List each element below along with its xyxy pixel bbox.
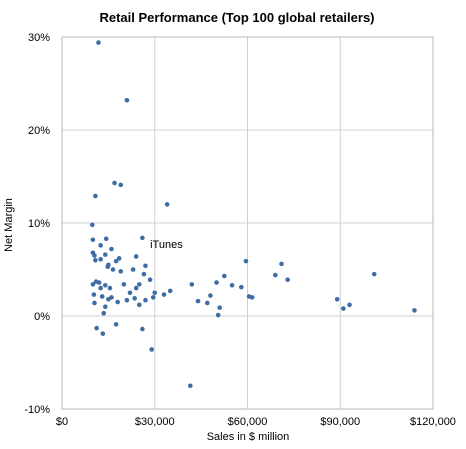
data-point [116,256,122,261]
y-tick-label: -10% [24,404,50,416]
data-point [133,254,139,259]
data-point [89,222,95,228]
data-point [115,299,120,305]
data-point [273,272,278,278]
data-point [90,282,96,287]
data-point [124,97,130,103]
x-axis-label: Sales in $ million [207,431,290,443]
data-point [110,267,116,272]
data-point [98,256,103,262]
data-point [140,326,145,332]
data-point [105,264,111,270]
data-point [109,295,114,300]
grid-lines [61,36,434,410]
data-point [136,282,142,287]
data-point [107,285,113,291]
data-point [93,257,98,263]
data-point [90,237,96,243]
data-point [121,282,127,287]
data-point [249,295,255,300]
data-point [140,235,145,241]
data-point [92,253,97,258]
data-point [412,308,417,313]
data-point [334,296,340,302]
data-point [161,292,167,297]
data-point [141,271,147,277]
x-tick-label: $120,000 [410,416,456,428]
data-point [208,293,213,298]
y-axis-ticks: -10% 0% 10% 20% 30% [24,32,50,416]
x-tick-label: $60,000 [228,416,268,428]
data-point [98,285,103,291]
data-point [93,193,98,199]
data-point [347,302,352,308]
data-point [103,236,109,242]
y-tick-label: 30% [28,32,50,44]
data-point [167,288,173,294]
data-point [94,325,99,331]
data-point [214,280,219,285]
data-point [143,263,148,269]
data-point [102,252,108,257]
x-tick-label: $90,000 [320,416,360,428]
annotations: iTunes [150,239,183,251]
data-point [109,246,114,252]
y-tick-label: 0% [34,311,50,323]
data-point [150,295,156,300]
data-point [118,182,124,188]
data-point [91,292,97,297]
data-point [205,300,210,306]
x-tick-label: $30,000 [135,416,175,428]
data-point [96,280,102,285]
data-point [215,312,221,318]
data-points [89,40,417,389]
data-point [285,277,290,283]
data-point [99,294,105,299]
data-point [100,331,106,336]
data-point [112,180,117,186]
plot-area [61,36,434,410]
data-point [113,322,119,327]
annotation-label: iTunes [150,239,183,251]
data-point [188,383,193,389]
data-point [222,273,227,279]
data-point [149,347,154,352]
data-point [243,258,249,264]
data-point [143,297,148,303]
data-point [239,284,244,290]
data-point [133,285,139,291]
data-point [130,267,136,272]
data-point [189,282,195,287]
data-point [127,290,133,296]
data-point [132,296,137,301]
data-point [136,302,142,308]
chart-title: Retail Performance (Top 100 global retai… [99,10,374,25]
data-point [124,297,130,303]
data-point [102,304,108,310]
data-point [147,277,153,283]
data-point [102,283,108,288]
data-point [96,40,101,45]
data-point [279,261,284,267]
y-tick-label: 20% [28,125,50,137]
data-point [217,305,222,310]
data-point [341,306,346,311]
x-tick-label: $0 [56,416,68,428]
data-point [113,258,119,264]
data-point [164,202,170,207]
data-point [152,290,158,296]
y-axis-label: Net Margin [3,198,15,252]
data-point [98,243,103,248]
data-point [195,298,201,304]
x-axis-ticks: $0 $30,000 $60,000 $90,000 $120,000 [56,416,456,428]
y-tick-label: 10% [28,218,50,230]
data-point [118,269,124,274]
data-point [101,310,107,316]
data-point [92,300,97,306]
data-point [371,271,377,277]
data-point [229,283,235,288]
